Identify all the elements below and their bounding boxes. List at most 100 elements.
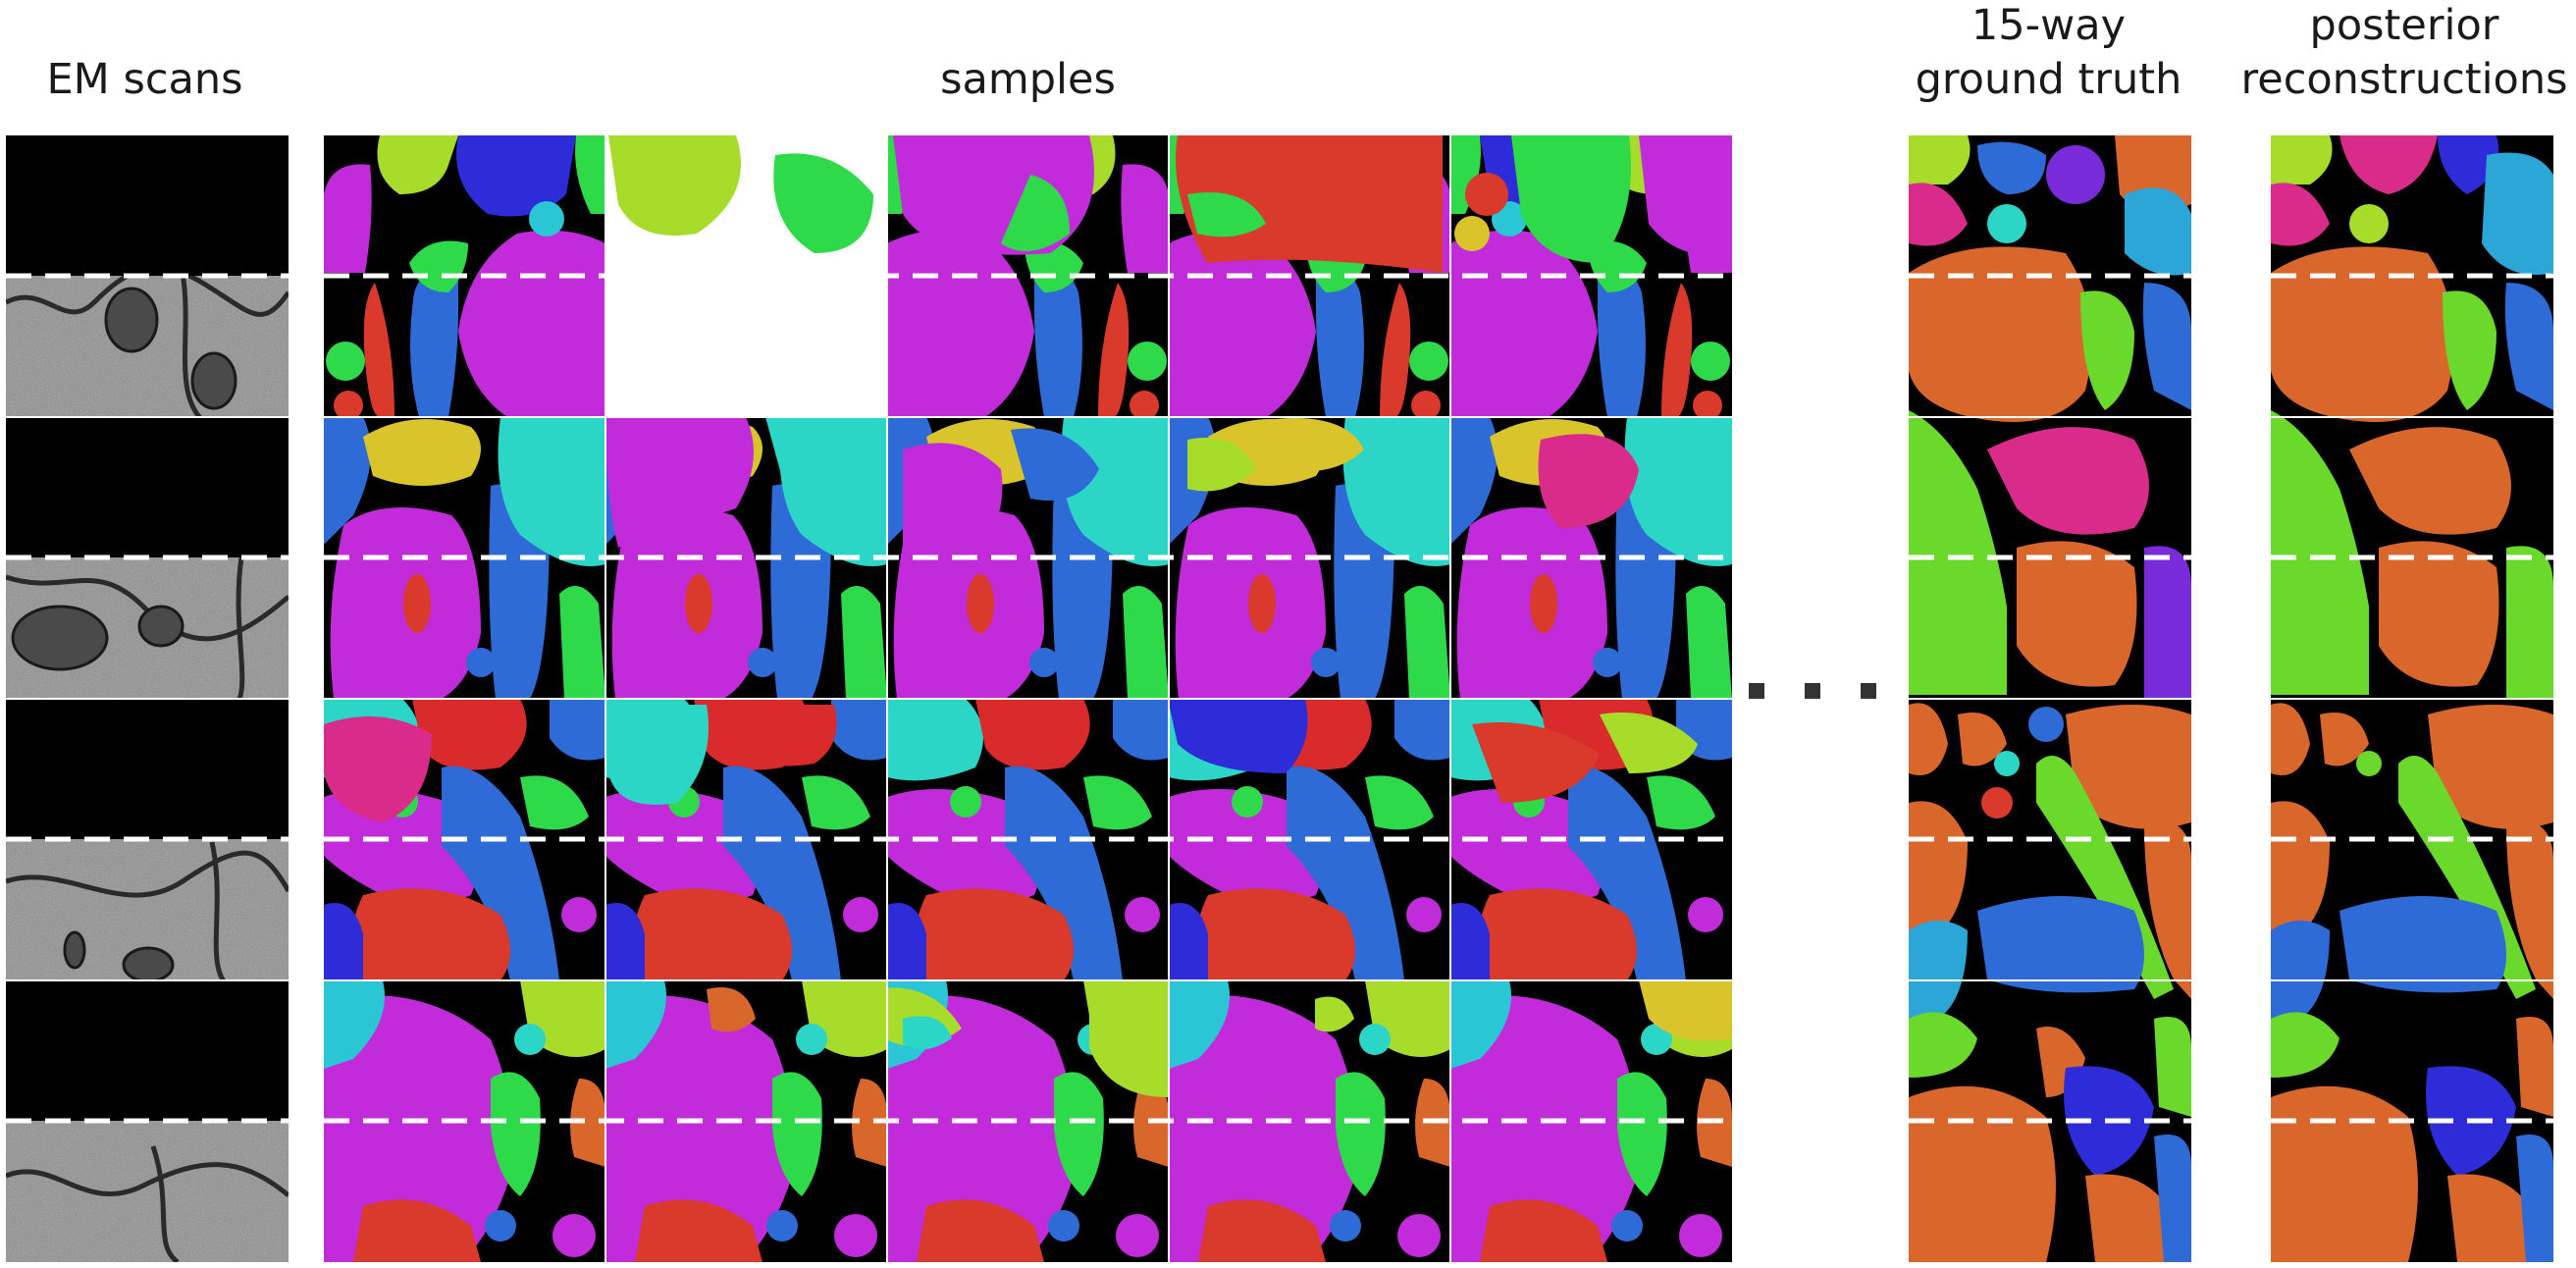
- ground-truth-strip: [1909, 135, 2191, 1262]
- gt-segment: [1958, 713, 2007, 766]
- sample-variation-region: [1639, 135, 1732, 255]
- sample-variation-region: [707, 987, 756, 1032]
- sample-variation-region: [1187, 192, 1266, 238]
- posterior-segment: [2271, 246, 2454, 422]
- em-scan-column: [6, 135, 289, 1262]
- sample-variation-region: [1011, 428, 1099, 501]
- em-mitochondrion: [104, 287, 159, 353]
- gt-segment: [2017, 541, 2137, 687]
- gt-segment: [1987, 427, 2149, 535]
- gt-segment: [2066, 705, 2191, 829]
- posterior-segment: [2271, 135, 2333, 185]
- gt-segment: [1909, 1085, 2056, 1262]
- gt-segment: [2144, 820, 2191, 999]
- gt-segment: [1909, 801, 1968, 940]
- posterior-segment: [2339, 135, 2438, 194]
- posterior-segment: [2339, 896, 2506, 993]
- gt-segment: [1909, 921, 1968, 1019]
- posterior-segment: [2271, 410, 2369, 695]
- sample-variation-region: [1511, 135, 1631, 263]
- ellipsis-dot: [1749, 683, 1764, 699]
- em-membrane: [6, 850, 289, 898]
- sample-variation-region: [1168, 699, 1308, 773]
- posterior-segment: [2504, 283, 2553, 410]
- gt-segment: [1909, 135, 1971, 185]
- em-mitochondrion: [122, 946, 175, 983]
- posterior-segment: [2438, 135, 2498, 194]
- ground-truth-svg: [1909, 135, 2191, 1262]
- posterior-segment: [2482, 152, 2553, 275]
- ellipsis-dot: [1861, 683, 1876, 699]
- sample-variation-region: [605, 417, 754, 548]
- gt-segment: [2154, 1135, 2191, 1262]
- sample-variation-region: [1187, 438, 1256, 492]
- posterior-segment: [2271, 801, 2330, 940]
- posterior-segment: [2447, 1174, 2536, 1262]
- posterior-strip: [2271, 135, 2553, 1262]
- sample-variation-region: [1472, 722, 1600, 803]
- gt-segment: [1981, 787, 2013, 819]
- em-membrane: [6, 1162, 289, 1197]
- posterior-segment: [2271, 1085, 2418, 1262]
- posterior-header-line2: reconstructions: [2240, 55, 2568, 104]
- sample-variation-region: [716, 705, 837, 766]
- em-membrane: [150, 1145, 180, 1262]
- posterior-segment: [2443, 291, 2497, 410]
- gt-segment: [1909, 183, 1968, 246]
- gt-segment: [2046, 145, 2105, 204]
- sample-variation-region: [608, 705, 709, 805]
- samples-svg: [324, 135, 1732, 1262]
- em-scans-header: EM scans: [46, 55, 243, 104]
- gt-segment: [1909, 246, 2092, 422]
- sample-variation-region: [1176, 135, 1443, 273]
- em-membrane: [234, 556, 245, 707]
- em-mask: [6, 417, 289, 557]
- posterior-segment: [2271, 183, 2330, 246]
- gt-segment: [2085, 1174, 2174, 1262]
- em-mitochondrion: [11, 605, 109, 671]
- ground-truth-header-line1: 15-way: [1971, 1, 2127, 50]
- gt-segment: [2028, 707, 2064, 742]
- gt-segment: [1909, 410, 2007, 695]
- gt-segment: [1987, 204, 2026, 243]
- em-mask: [6, 135, 289, 276]
- sample-variation-region: [1454, 216, 1490, 251]
- sample-variation-region: [1266, 418, 1364, 472]
- posterior-segment: [2320, 713, 2369, 766]
- sample-variation-region: [1639, 417, 1732, 472]
- sample-variation-region: [903, 443, 1003, 557]
- posterior-segment: [2356, 751, 2382, 776]
- sample-variation-region: [608, 135, 741, 236]
- posterior-segment: [2271, 703, 2310, 775]
- gt-segment: [2144, 546, 2191, 699]
- sample-variation-region: [1315, 996, 1354, 1032]
- posterior-segment: [2516, 1135, 2553, 1262]
- em-mitochondrion: [137, 605, 184, 648]
- em-mask: [6, 980, 289, 1121]
- gt-segment: [2125, 187, 2191, 276]
- samples-header: samples: [940, 55, 1116, 104]
- gt-segment: [1977, 141, 2046, 194]
- ellipsis-dot: [1805, 683, 1820, 699]
- sample-variation-region: [1639, 980, 1732, 1041]
- posterior-segment: [2379, 541, 2499, 687]
- sample-variation-region: [773, 153, 873, 253]
- sample-variation-region: [1600, 713, 1698, 773]
- posterior-segment: [2506, 820, 2553, 999]
- samples-grid: [324, 135, 1732, 1262]
- posterior-segment: [2516, 1017, 2553, 1117]
- ground-truth-header-line2: ground truth: [1915, 55, 2182, 104]
- sample-variation-region: [1089, 980, 1169, 1097]
- posterior-segment: [2349, 204, 2389, 243]
- posterior-header-line1: posterior: [2309, 1, 2499, 50]
- sample-variation-region: [903, 1016, 952, 1050]
- ellipsis: [1749, 683, 1876, 713]
- posterior-segment: [2271, 921, 2330, 1019]
- em-mitochondrion: [63, 930, 86, 970]
- posterior-segment: [2349, 427, 2511, 535]
- gt-segment: [2142, 283, 2191, 410]
- sample-variation-region: [1001, 175, 1070, 251]
- em-scan-svg: [6, 135, 289, 1262]
- em-mitochondrion: [190, 351, 237, 410]
- posterior-segment: [2428, 705, 2553, 829]
